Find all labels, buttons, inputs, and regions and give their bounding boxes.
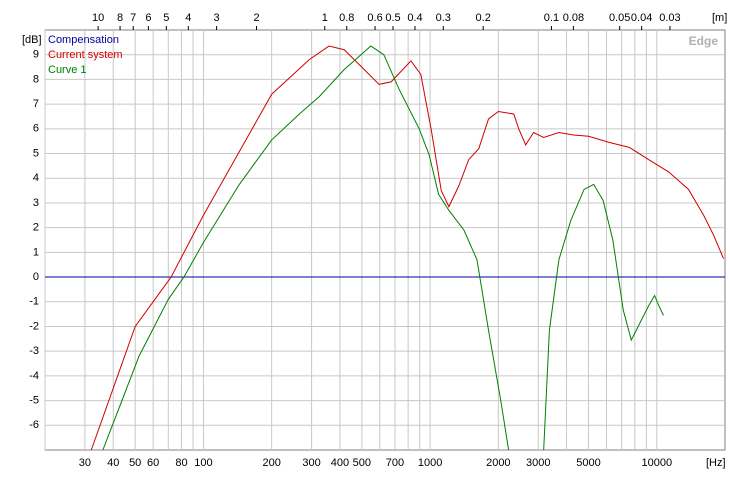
x-tick-label: 700 bbox=[386, 457, 404, 469]
x2-tick-label: 10 bbox=[92, 12, 104, 24]
x-tick-label: 80 bbox=[175, 457, 187, 469]
legend-label: Compensation bbox=[48, 34, 119, 46]
x2-axis-label: [m] bbox=[712, 12, 727, 24]
x2-tick-label: 2 bbox=[253, 12, 259, 24]
x-tick-label: 50 bbox=[129, 457, 141, 469]
x-tick-label: 100 bbox=[194, 457, 212, 469]
x2-tick-label: 0.08 bbox=[563, 12, 584, 24]
x2-tick-label: 0.2 bbox=[476, 12, 491, 24]
y-tick-label: 7 bbox=[33, 98, 39, 110]
legend-label: Curve 1 bbox=[48, 64, 87, 76]
series-line bbox=[90, 45, 724, 450]
y-tick-label: 1 bbox=[33, 246, 39, 258]
x-tick-label: 2000 bbox=[486, 457, 510, 469]
x-tick-label: 500 bbox=[353, 457, 371, 469]
series-line bbox=[102, 45, 510, 450]
x2-tick-label: 0.4 bbox=[407, 12, 422, 24]
x-tick-label: 30 bbox=[79, 457, 91, 469]
x-tick-label: 10000 bbox=[641, 457, 672, 469]
x-tick-label: 400 bbox=[331, 457, 349, 469]
x-tick-label: 300 bbox=[302, 457, 320, 469]
x-tick-label: 5000 bbox=[576, 457, 600, 469]
x2-tick-label: 7 bbox=[130, 12, 136, 24]
x2-tick-label: 1 bbox=[322, 12, 328, 24]
x-tick-label: 40 bbox=[107, 457, 119, 469]
y-tick-label: -6 bbox=[29, 419, 39, 431]
y-tick-label: 2 bbox=[33, 222, 39, 234]
y-tick-label: 0 bbox=[33, 271, 39, 283]
series-line bbox=[543, 183, 664, 450]
x2-tick-label: 0.6 bbox=[367, 12, 382, 24]
x2-tick-label: 8 bbox=[117, 12, 123, 24]
y-tick-label: 8 bbox=[33, 73, 39, 85]
y-tick-label: -4 bbox=[29, 370, 39, 382]
x2-tick-label: 6 bbox=[145, 12, 151, 24]
y-tick-label: 4 bbox=[33, 172, 39, 184]
x2-tick-label: 0.04 bbox=[631, 12, 652, 24]
y-tick-label: -2 bbox=[29, 320, 39, 332]
x2-tick-label: 0.8 bbox=[339, 12, 354, 24]
lines bbox=[45, 45, 725, 450]
y-axis-label: [dB] bbox=[22, 34, 42, 46]
x-tick-label: 3000 bbox=[526, 457, 550, 469]
y-tick-label: 3 bbox=[33, 197, 39, 209]
plot-area bbox=[44, 29, 726, 451]
x2-tick-label: 4 bbox=[185, 12, 191, 24]
x-tick-label: 1000 bbox=[418, 457, 442, 469]
x2-tick-label: 0.03 bbox=[659, 12, 680, 24]
x-axis-label: [Hz] bbox=[706, 457, 726, 469]
y-tick-label: -3 bbox=[29, 345, 39, 357]
x2-tick-label: 0.3 bbox=[436, 12, 451, 24]
y-tick-label: -5 bbox=[29, 394, 39, 406]
watermark: Edge bbox=[689, 34, 719, 48]
y-tick-label: 5 bbox=[33, 147, 39, 159]
x2-tick-label: 5 bbox=[163, 12, 169, 24]
x2-tick-label: 0.05 bbox=[609, 12, 630, 24]
y-tick-label: 9 bbox=[33, 49, 39, 61]
x-tick-label: 200 bbox=[262, 457, 280, 469]
x2-tick-label: 0.1 bbox=[544, 12, 559, 24]
x-tick-label: 60 bbox=[147, 457, 159, 469]
x2-tick-label: 0.5 bbox=[385, 12, 400, 24]
x2-tick-label: 3 bbox=[214, 12, 220, 24]
legend-label: Current system bbox=[48, 49, 123, 61]
y-tick-label: 6 bbox=[33, 123, 39, 135]
y-tick-label: -1 bbox=[29, 296, 39, 308]
